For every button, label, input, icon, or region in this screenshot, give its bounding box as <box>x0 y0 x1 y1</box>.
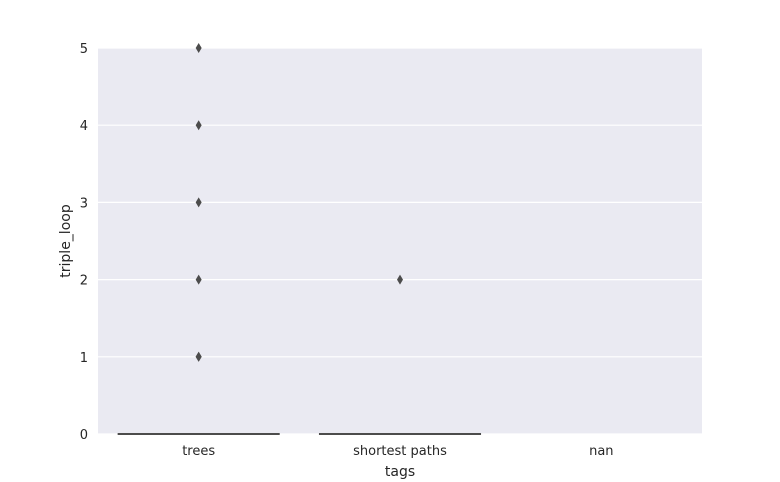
box-trees <box>117 43 280 435</box>
outlier-point <box>195 351 202 362</box>
y-axis-label: triple_loop <box>58 204 74 278</box>
x-tick-label: trees <box>182 444 215 459</box>
plot-area <box>98 48 702 434</box>
box-shortest-paths <box>318 274 482 435</box>
y-tick-labels: 0 1 2 3 4 5 <box>80 42 88 443</box>
x-tick-label: shortest paths <box>353 444 447 459</box>
y-tick-label: 5 <box>80 42 88 57</box>
boxes <box>117 43 482 435</box>
x-tick-labels: trees shortest paths nan <box>182 444 613 459</box>
outlier-point <box>195 120 202 131</box>
outlier-point <box>195 274 202 285</box>
y-tick-label: 1 <box>80 351 88 366</box>
outlier-point <box>397 274 403 285</box>
outlier-point <box>195 43 202 53</box>
x-tick-label: nan <box>589 444 613 459</box>
y-tick-label: 2 <box>80 274 88 289</box>
y-tick-label: 4 <box>80 119 88 134</box>
y-tick-label: 3 <box>80 196 88 211</box>
y-tick-label: 0 <box>80 428 88 443</box>
outlier-point <box>195 197 202 208</box>
x-axis-label: tags <box>385 464 415 480</box>
